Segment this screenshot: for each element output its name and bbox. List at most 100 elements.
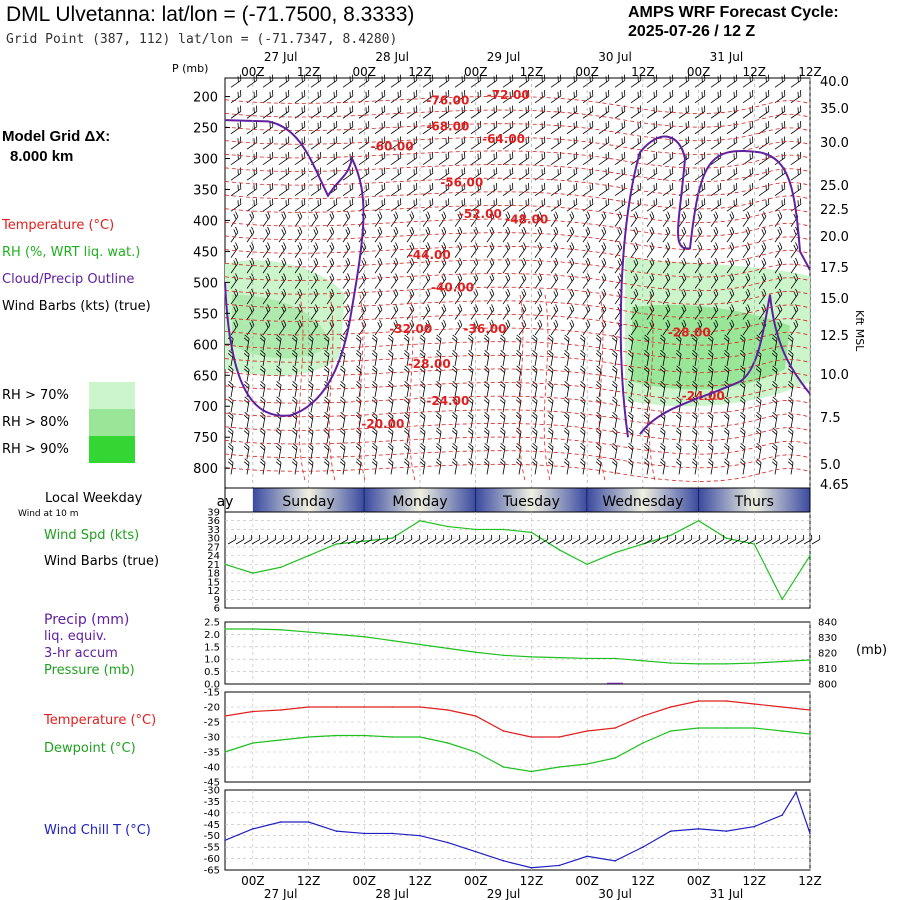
- barb-feather: [708, 442, 714, 448]
- wind-barb: [435, 458, 442, 475]
- barb-shaft: [614, 188, 626, 197]
- barb-feather: [445, 153, 447, 160]
- barb-feather: [377, 306, 381, 313]
- barb-shaft: [374, 188, 386, 197]
- wind-barb: [470, 273, 479, 289]
- barb-shaft: [358, 172, 370, 181]
- barb-feather: [643, 399, 649, 404]
- barb-feather: [740, 396, 746, 401]
- wind-barb: [758, 242, 767, 258]
- barb-feather: [585, 306, 589, 313]
- barb-shaft: [454, 188, 466, 197]
- barb-feather: [260, 350, 266, 355]
- barb-feather: [704, 105, 706, 112]
- barb-feather: [356, 396, 362, 401]
- wind-barb: [374, 90, 386, 104]
- barb-feather: [745, 322, 749, 328]
- barb-feather: [660, 365, 666, 370]
- barb-feather: [291, 535, 293, 540]
- barb-shaft: [582, 142, 594, 150]
- barb-feather: [484, 396, 490, 401]
- barb-feather: [592, 90, 594, 96]
- wind-barb: [390, 121, 402, 135]
- y-tick: 6: [214, 604, 220, 615]
- wind-barb: [299, 535, 309, 545]
- barb-feather: [644, 396, 650, 401]
- wind-barb: [342, 136, 354, 150]
- hour-label: 00Z: [464, 65, 488, 79]
- barb-feather: [276, 334, 282, 339]
- barb-shaft: [438, 188, 450, 197]
- barb-feather: [381, 200, 383, 207]
- barb-feather: [608, 121, 610, 127]
- barb-shaft: [422, 111, 434, 119]
- barb-feather: [339, 383, 345, 389]
- barb-feather: [420, 334, 426, 339]
- barb-feather: [388, 350, 394, 355]
- barb-feather: [755, 414, 761, 420]
- wind-barb: [774, 304, 783, 320]
- barb-feather: [484, 458, 490, 463]
- barb-feather: [621, 138, 623, 145]
- data-point: [669, 730, 672, 732]
- barb-feather: [345, 291, 349, 297]
- barb-shaft: [710, 232, 719, 243]
- barb-feather: [349, 76, 351, 83]
- barb-feather: [628, 411, 634, 417]
- barb-shaft: [614, 416, 618, 428]
- wind-barb: [371, 350, 378, 367]
- wind-barb: [230, 257, 239, 274]
- barb-feather: [368, 182, 370, 189]
- barb-feather: [563, 535, 565, 540]
- barb-feather: [576, 182, 578, 189]
- barb-feather: [777, 322, 781, 328]
- barb-shaft: [614, 447, 618, 459]
- wind-barb: [323, 535, 333, 545]
- barb-feather: [384, 105, 386, 112]
- barb-feather: [436, 458, 442, 463]
- barb-feather: [531, 414, 537, 420]
- barb-feather: [251, 242, 255, 248]
- barb-shaft: [726, 157, 738, 166]
- barb-feather: [347, 211, 351, 217]
- barb-feather: [240, 121, 242, 127]
- wind-barb: [326, 257, 335, 274]
- wind-barb: [454, 198, 466, 212]
- barb-shaft: [726, 462, 730, 475]
- barb-shaft: [726, 431, 730, 444]
- panel-frame: [224, 511, 811, 609]
- barb-feather: [269, 138, 271, 145]
- barb-shaft: [630, 324, 639, 336]
- barb-feather: [500, 411, 506, 417]
- barb-feather: [571, 288, 575, 295]
- barb-shaft: [262, 462, 266, 475]
- barb-feather: [676, 411, 682, 417]
- barb-feather: [736, 182, 738, 189]
- barb-feather: [784, 90, 786, 96]
- barb-feather: [595, 430, 601, 435]
- wind-barb: [614, 151, 626, 166]
- data-point: [279, 821, 282, 823]
- barb-feather: [235, 257, 239, 264]
- wind-barb: [774, 226, 783, 243]
- data-point: [474, 651, 477, 654]
- barb-shaft: [342, 293, 351, 305]
- barb-feather: [612, 442, 618, 448]
- isotherm-line: [224, 205, 811, 223]
- barb-shaft: [566, 278, 575, 289]
- barb-feather: [571, 273, 575, 279]
- y-tick-right: 820: [818, 649, 837, 660]
- wind-barb: [499, 365, 506, 382]
- barb-feather: [315, 257, 319, 264]
- barb-feather: [323, 414, 329, 420]
- barb-shaft: [646, 324, 655, 336]
- barb-feather: [397, 200, 399, 207]
- wind-barb: [534, 211, 543, 227]
- barb-feather: [301, 107, 303, 114]
- barb-shaft: [262, 431, 266, 444]
- barb-feather: [288, 90, 290, 96]
- barb-feather: [352, 121, 354, 127]
- barb-feather: [491, 535, 493, 540]
- barb-feather: [304, 74, 306, 81]
- barb-feather: [797, 184, 799, 191]
